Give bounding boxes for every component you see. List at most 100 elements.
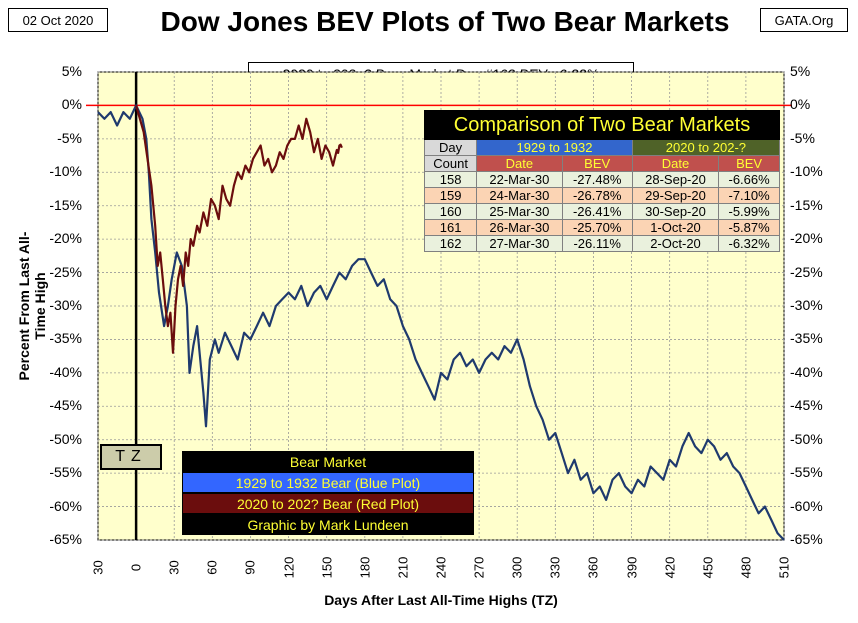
y-tick-label-right: -5% [790, 129, 815, 146]
y-tick-label-right: -35% [790, 330, 823, 347]
table-cell-b2: -5.99% [718, 203, 780, 220]
y-tick-label-left: -45% [49, 397, 82, 414]
y-tick-label-right: -10% [790, 163, 823, 180]
y-tick-label-left: -30% [49, 297, 82, 313]
y-tick-label-left: -35% [49, 330, 82, 347]
table-cell-b2: -6.32% [718, 235, 780, 252]
table-title: Comparison of Two Bear Markets [424, 110, 780, 140]
y-tick-label-left: -40% [49, 363, 82, 380]
y-tick-label-right: -45% [790, 397, 823, 414]
x-axis-label: Days After Last All-Time Highs (TZ) [324, 592, 558, 608]
y-tick-label-right: -65% [790, 531, 823, 547]
x-tick-label: 90 [242, 560, 258, 575]
y-tick-label-left: -50% [49, 430, 82, 447]
table-row: 162 27-Mar-30 -26.11% 2-Oct-20 -6.32% [423, 235, 780, 252]
table-cell-d1: 25-Mar-30 [476, 203, 563, 220]
y-tick-label-left: -10% [49, 163, 82, 180]
x-tick-label: 480 [738, 556, 754, 579]
x-tick-label: 390 [624, 556, 640, 579]
table-cell-b1: -26.41% [561, 203, 633, 220]
source-box: GATA.Org [760, 8, 848, 32]
table-cell-d2: 2-Oct-20 [631, 235, 720, 252]
x-tick-label: 330 [547, 556, 563, 579]
table-row: 159 24-Mar-30 -26.78% 29-Sep-20 -7.10% [423, 187, 780, 204]
table-cell-b2: -6.66% [718, 171, 780, 188]
x-tick-label: 360 [585, 556, 601, 579]
x-tick-label: 270 [471, 556, 487, 579]
y-tick-label-right: -40% [790, 363, 823, 380]
table-header-day: Day [423, 139, 478, 156]
y-tick-label-right: 0% [790, 96, 811, 113]
y-tick-label-left: -20% [49, 230, 82, 247]
x-tick-label: 30 [90, 560, 106, 575]
legend-red: 2020 to 202? Bear (Red Plot) [182, 493, 474, 514]
table-cell-b1: -26.11% [561, 235, 633, 252]
x-tick-label: 420 [662, 556, 678, 579]
y-tick-label-right: -15% [790, 196, 823, 213]
x-tick-label: 210 [395, 556, 411, 579]
x-tick-label: 60 [204, 560, 220, 575]
table-cell-day: 161 [423, 219, 478, 236]
legend-title: Bear Market [182, 451, 474, 472]
table-cell-b2: -5.87% [718, 219, 780, 236]
table-cell-d2: 30-Sep-20 [631, 203, 720, 220]
y-tick-label-left: -55% [49, 464, 82, 481]
table-row: 160 25-Mar-30 -26.41% 30-Sep-20 -5.99% [423, 203, 780, 220]
series-line-2020 [135, 105, 343, 354]
table-cell-d1: 27-Mar-30 [476, 235, 563, 252]
table-col-bev-2: BEV [718, 155, 780, 172]
y-tick-label-right: -25% [790, 263, 823, 280]
y-tick-label-left: 0% [61, 96, 82, 113]
y-tick-label-right: 5% [790, 63, 811, 79]
table-cell-d2: 29-Sep-20 [631, 187, 720, 204]
y-tick-label-right: -60% [790, 497, 823, 514]
chart-title: Dow Jones BEV Plots of Two Bear Markets [160, 6, 730, 37]
table-row: 161 26-Mar-30 -25.70% 1-Oct-20 -5.87% [423, 219, 780, 236]
table-group-2020: 2020 to 202-? [631, 139, 781, 156]
table-col-date-1: Date [476, 155, 563, 172]
table-cell-d2: 28-Sep-20 [631, 171, 720, 188]
y-tick-label-left: -25% [49, 263, 82, 280]
table-col-date-2: Date [631, 155, 720, 172]
x-tick-label: 180 [357, 556, 373, 579]
table-cell-b1: -25.70% [561, 219, 633, 236]
table-header-count: Count [423, 155, 478, 172]
x-tick-label: 30 [166, 560, 182, 575]
y-tick-label-left: -15% [49, 196, 82, 213]
y-tick-label-right: -55% [790, 464, 823, 481]
x-tick-label: 240 [433, 556, 449, 579]
x-tick-label: 150 [319, 556, 335, 579]
legend-credit: Graphic by Mark Lundeen [182, 514, 474, 535]
table-cell-day: 160 [423, 203, 478, 220]
legend: Bear Market 1929 to 1932 Bear (Blue Plot… [182, 451, 474, 535]
table-cell-day: 158 [423, 171, 478, 188]
y-axis-label: Percent From Last All-Time High [16, 231, 48, 381]
series-line-1929 [97, 104, 785, 541]
table-col-bev-1: BEV [561, 155, 633, 172]
y-tick-label-right: -20% [790, 230, 823, 247]
y-tick-label-left: -5% [57, 129, 82, 146]
x-tick-label: 450 [700, 556, 716, 579]
y-tick-label-left: 5% [61, 63, 82, 79]
table-cell-b1: -26.78% [561, 187, 633, 204]
x-tick-label: 0 [128, 563, 144, 572]
table-cell-b2: -7.10% [718, 187, 780, 204]
comparison-table: Comparison of Two Bear Markets Day 1929 … [423, 110, 781, 252]
table-cell-d1: 24-Mar-30 [476, 187, 563, 204]
y-tick-label-left: -65% [49, 531, 82, 547]
y-tick-label-right: -30% [790, 297, 823, 313]
legend-blue: 1929 to 1932 Bear (Blue Plot) [182, 472, 474, 493]
table-cell-d2: 1-Oct-20 [631, 219, 720, 236]
table-cell-d1: 22-Mar-30 [476, 171, 563, 188]
y-tick-label-left: -60% [49, 497, 82, 514]
y-tick-label-right: -50% [790, 430, 823, 447]
table-row: 158 22-Mar-30 -27.48% 28-Sep-20 -6.66% [423, 171, 780, 188]
date-box: 02 Oct 2020 [8, 8, 108, 32]
x-tick-label: 510 [776, 556, 792, 579]
table-cell-day: 162 [423, 235, 478, 252]
x-tick-label: 120 [281, 556, 297, 579]
tz-marker-box: TZ [100, 444, 162, 470]
table-cell-d1: 26-Mar-30 [476, 219, 563, 236]
table-cell-b1: -27.48% [561, 171, 633, 188]
